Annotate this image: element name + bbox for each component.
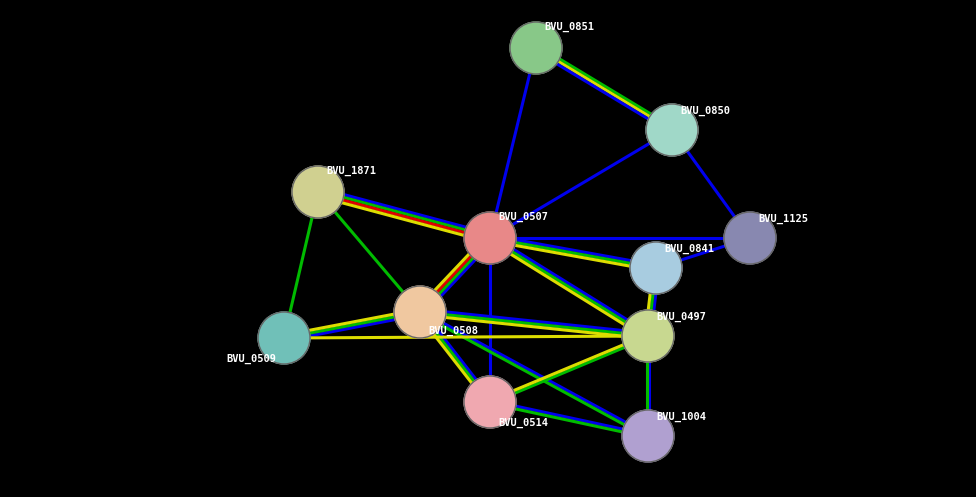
Circle shape [622,310,674,362]
Circle shape [464,376,516,428]
Text: BVU_0509: BVU_0509 [226,354,276,364]
Text: BVU_0514: BVU_0514 [498,418,548,428]
Circle shape [394,286,446,338]
Circle shape [630,242,682,294]
Text: BVU_0497: BVU_0497 [656,312,706,322]
Circle shape [464,212,516,264]
Circle shape [646,104,698,156]
Text: BVU_1004: BVU_1004 [656,412,706,422]
Text: BVU_1125: BVU_1125 [758,214,808,224]
Text: BVU_0508: BVU_0508 [428,326,478,336]
Text: BVU_0841: BVU_0841 [664,244,714,254]
Text: BVU_1871: BVU_1871 [326,166,376,176]
Circle shape [258,312,310,364]
Circle shape [622,410,674,462]
Text: BVU_0507: BVU_0507 [498,212,548,222]
Text: BVU_0850: BVU_0850 [680,106,730,116]
Circle shape [510,22,562,74]
Circle shape [724,212,776,264]
Circle shape [292,166,344,218]
Text: BVU_0851: BVU_0851 [544,22,594,32]
